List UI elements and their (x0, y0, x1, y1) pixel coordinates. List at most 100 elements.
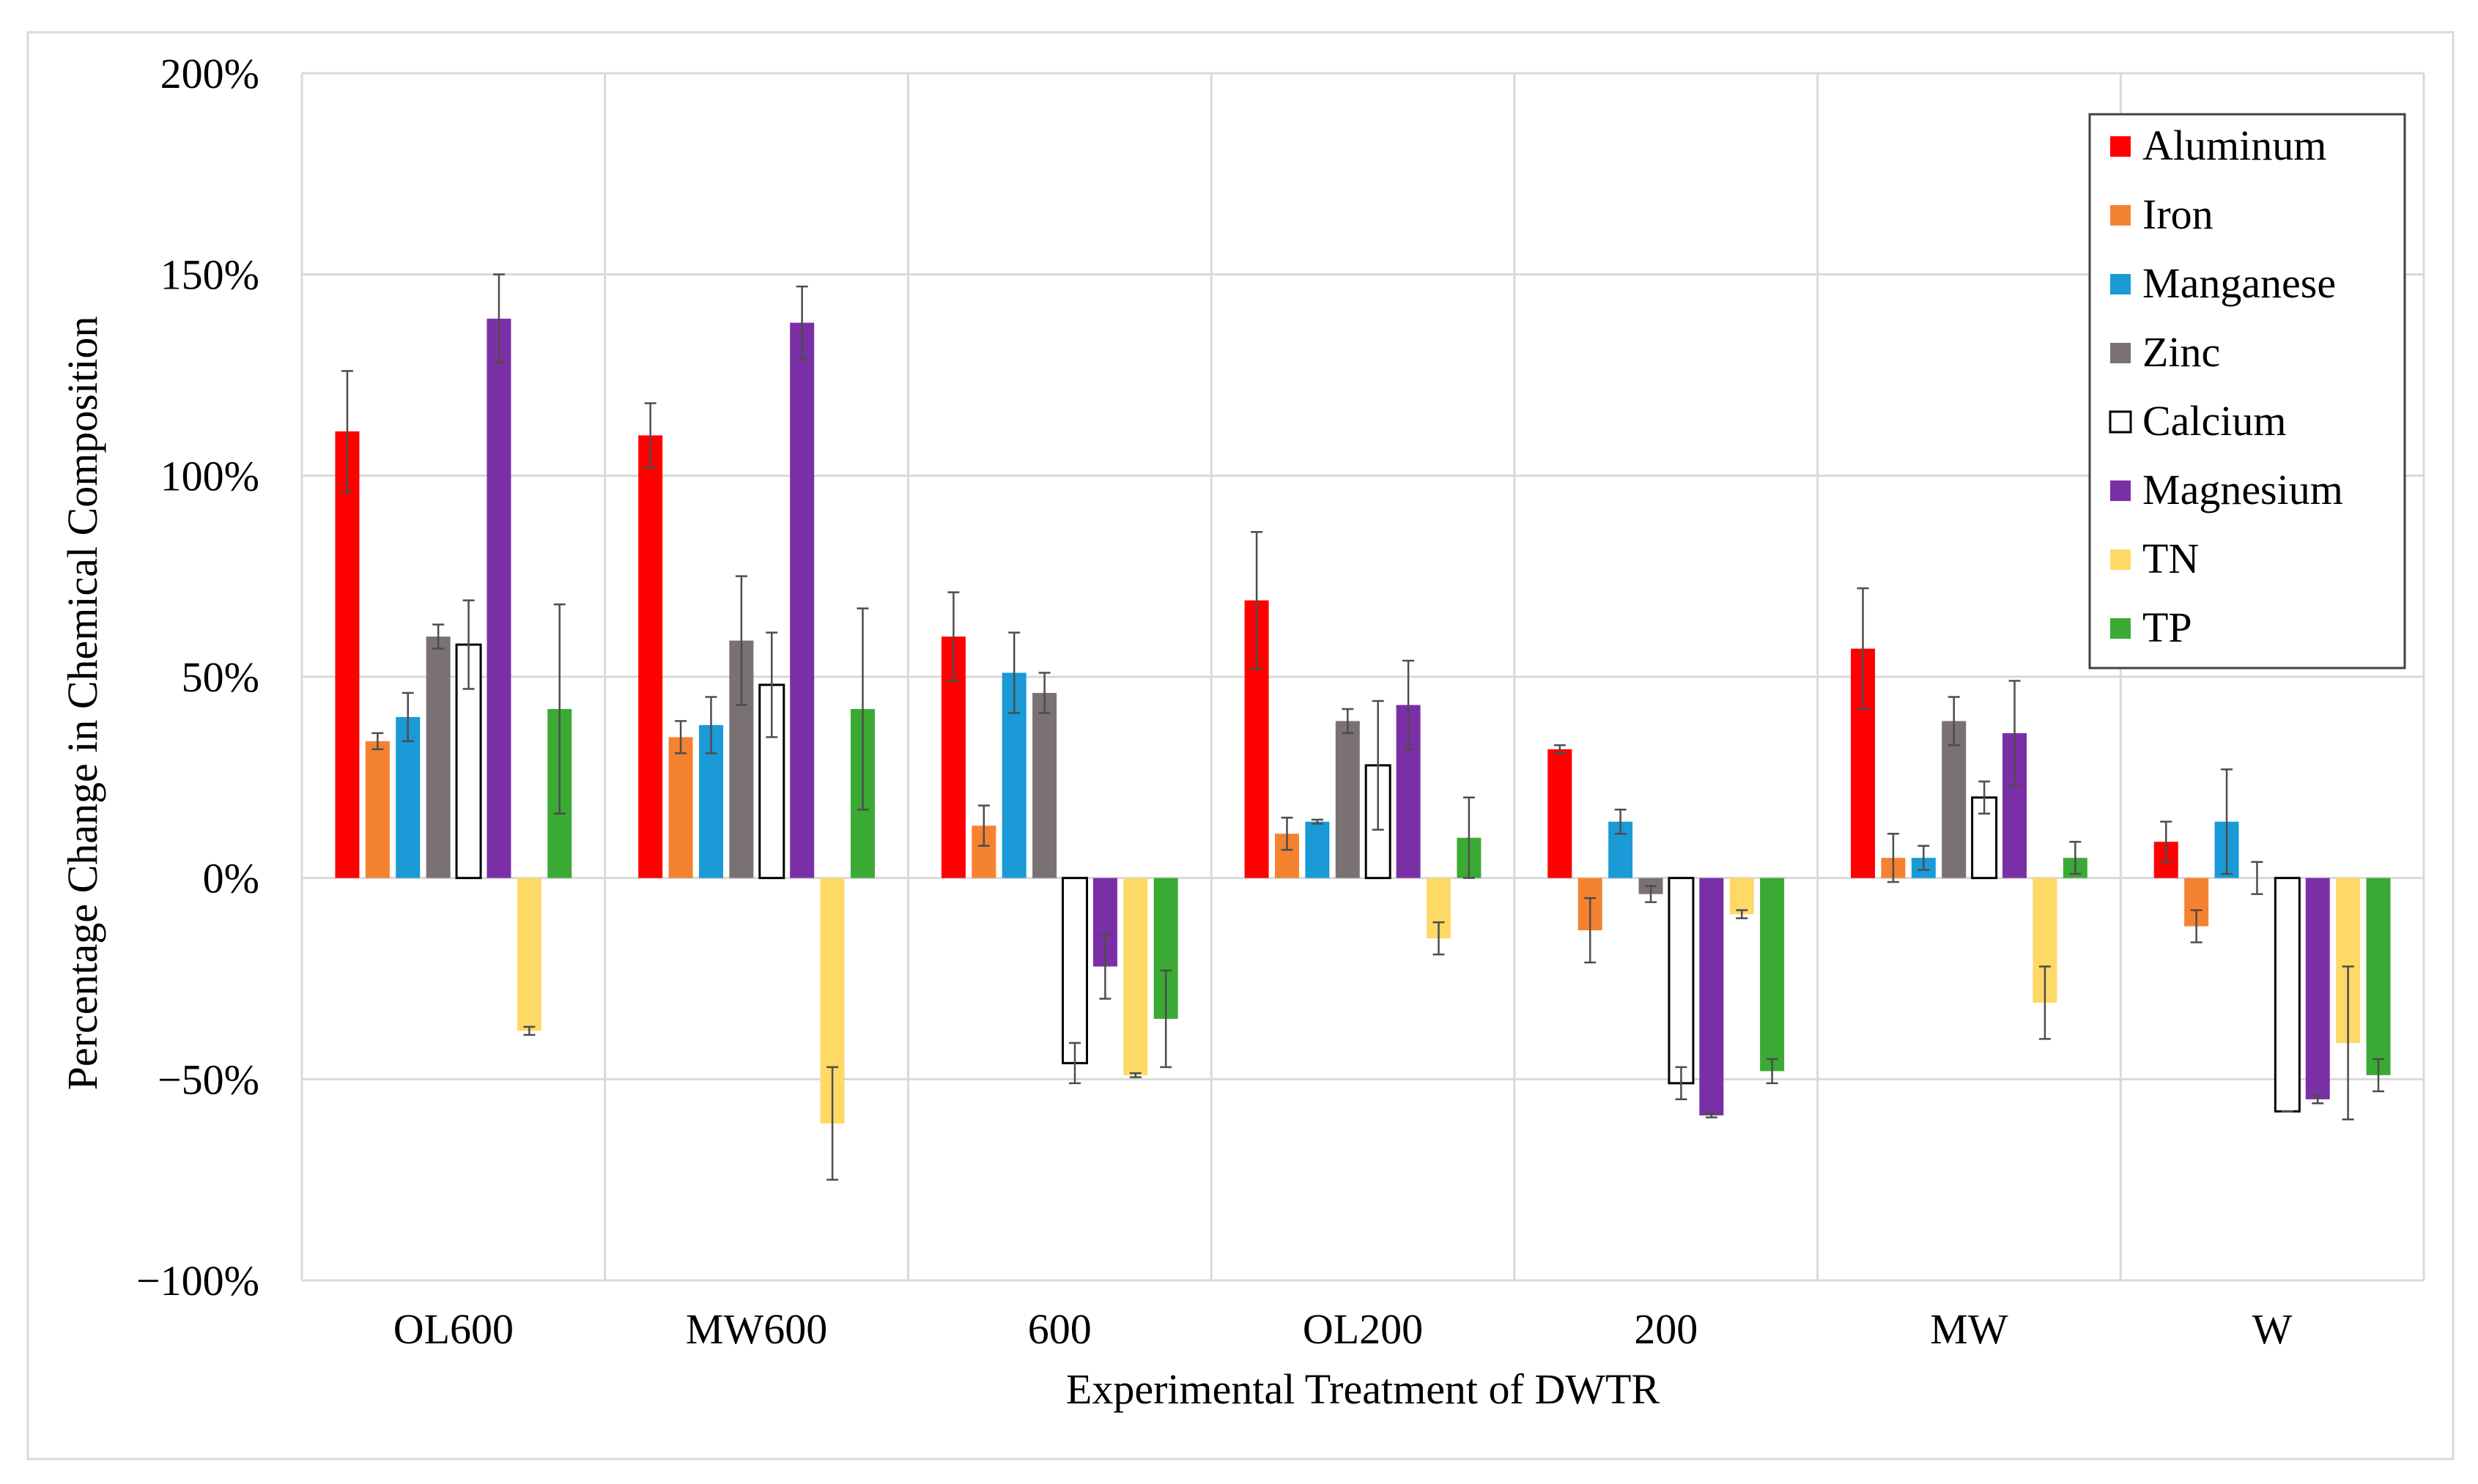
legend-label-iron: Iron (2142, 190, 2213, 238)
bar-tn-200 (1729, 878, 1754, 915)
error-bar (1857, 587, 1869, 711)
error-bar (644, 402, 657, 469)
legend-label-tn: TN (2142, 535, 2199, 582)
bar-tn-ol600 (517, 878, 541, 1031)
error-bar (2069, 840, 2082, 875)
bar-tn-600 (1123, 878, 1148, 1075)
error-bar (1584, 897, 1597, 964)
error-bar (1736, 909, 1748, 919)
error-bar (1402, 659, 1415, 751)
x-tick-label: OL200 (1303, 1305, 1423, 1353)
bar-manganese-ol600 (396, 716, 421, 878)
legend-swatch-tn (2110, 549, 2131, 570)
error-bar (2372, 1058, 2385, 1093)
axes: 200% 150% 100% 50% 0% −50% −100% OL600 MW600 600 O… (136, 50, 2293, 1353)
error-bar (492, 273, 505, 364)
error-bar (371, 732, 384, 751)
error-bar (796, 285, 808, 360)
legend-swatch-aluminum (2110, 136, 2131, 157)
error-bar (2160, 820, 2172, 863)
error-bar (857, 607, 869, 811)
x-axis-title: Experimental Treatment of DWTR (1066, 1365, 1660, 1413)
error-bar (1675, 1066, 1687, 1101)
bar-calcium-w (2274, 877, 2301, 1113)
x-tick-label: 200 (1634, 1305, 1698, 1353)
error-bar (2342, 965, 2354, 1121)
y-axis-title: Percentage Change in Chemical Compositio… (59, 316, 106, 1091)
error-bar (1645, 885, 1657, 903)
legend-swatch-magnesium (2110, 481, 2131, 501)
bar-zinc-600 (1032, 692, 1057, 878)
error-bar (1372, 700, 1384, 831)
legend-box (2088, 113, 2406, 669)
y-tick-label: 50% (182, 653, 259, 701)
error-bar (947, 591, 960, 682)
error-bar (523, 1025, 536, 1036)
bar-magnesium-ol600 (487, 319, 511, 878)
error-bar (1251, 530, 1263, 670)
bar-aluminum-ol600 (335, 431, 360, 878)
error-bar (1462, 796, 1475, 879)
error-bar (1008, 631, 1021, 714)
error-bar (402, 691, 414, 743)
legend: Aluminum Iron Manganese Zinc Calcium Magnesiu… (2088, 113, 2406, 669)
error-bar (735, 575, 747, 706)
legend-swatch-calcium (2109, 410, 2132, 434)
error-bar (1068, 1042, 1081, 1085)
bar-magnesium-200 (1699, 878, 1724, 1116)
error-bar (1917, 845, 1930, 871)
y-tick-label: 100% (160, 452, 259, 500)
error-bar (2038, 965, 2051, 1040)
y-tick-label: −100% (136, 1257, 259, 1305)
x-tick-label: W (2252, 1305, 2293, 1353)
bar-magnesium-w (2305, 878, 2330, 1099)
error-bar (2251, 861, 2263, 895)
bars (335, 319, 2391, 1124)
bar-tp-200 (1760, 878, 1785, 1072)
error-bar (1978, 780, 1991, 815)
error-bar (1038, 672, 1051, 714)
x-tick-label: MW600 (686, 1305, 827, 1353)
error-bar (1099, 933, 1112, 1000)
bar-aluminum-mw600 (638, 435, 663, 878)
error-bar (1614, 809, 1627, 835)
legend-label-manganese: Manganese (2142, 259, 2336, 307)
bar-manganese-ol200 (1305, 821, 1330, 878)
error-bar (1160, 969, 1172, 1069)
legend-label-magnesium: Magnesium (2142, 466, 2343, 513)
error-bar (1342, 708, 1354, 735)
error-bar (675, 720, 687, 754)
bar-iron-mw600 (668, 737, 693, 878)
bar-zinc-ol600 (426, 637, 451, 878)
error-bar (977, 804, 990, 847)
error-bar (1311, 818, 1323, 825)
error-bar (705, 696, 717, 754)
error-bars (341, 273, 2385, 1181)
bar-zinc-mw (1942, 721, 1967, 878)
bar-tp-w (2366, 878, 2391, 1075)
error-bar (1432, 921, 1445, 956)
error-bar (1281, 817, 1293, 851)
error-bar (2008, 680, 2021, 787)
error-bar (341, 370, 353, 493)
legend-label-calcium: Calcium (2142, 397, 2287, 445)
y-tick-label: 200% (160, 50, 259, 97)
error-bar (462, 599, 475, 690)
legend-swatch-manganese (2110, 274, 2131, 294)
legend-label-zinc: Zinc (2142, 328, 2220, 376)
x-tick-label: MW (1930, 1305, 2008, 1353)
bar-calcium-200 (1668, 877, 1695, 1085)
y-tick-label: 0% (203, 855, 259, 902)
error-bar (1766, 1058, 1778, 1085)
error-bar (1553, 744, 1566, 754)
legend-label-tp: TP (2142, 604, 2192, 651)
error-bar (1948, 696, 1960, 746)
error-bar (432, 623, 445, 650)
legend-swatch-zinc (2110, 343, 2131, 363)
error-bar (553, 603, 566, 815)
error-bar (826, 1066, 839, 1181)
bar-zinc-ol200 (1335, 721, 1360, 878)
legend-swatch-iron (2110, 205, 2131, 226)
